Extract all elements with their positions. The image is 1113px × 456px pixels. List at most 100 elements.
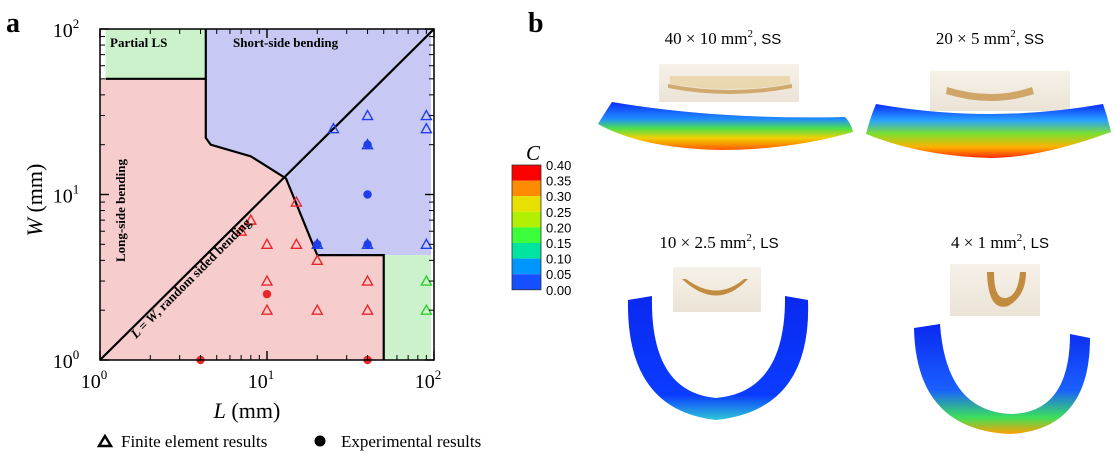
colorbar-swatch-2 [512, 196, 541, 212]
caption-4x1-main: 4 × 1 mm [951, 233, 1017, 252]
exp-marker-6 [363, 240, 372, 249]
exp-marker-5 [313, 240, 322, 249]
caption-10x2.5-suffix: , LS [752, 235, 779, 252]
colorbar-label-2: 0.30 [546, 189, 571, 204]
sim-panel-40x10: 40 × 10 mm2, SS [598, 28, 853, 150]
fe-marker-5 [311, 253, 324, 266]
caption-20x5-main: 20 × 5 mm [936, 29, 1010, 48]
caption-4x1-sup: 2 [1017, 232, 1023, 244]
caption-40x10-main: 40 × 10 mm [665, 29, 748, 48]
caption-20x5-sup: 2 [1010, 28, 1016, 40]
legend-triangle-icon [96, 433, 114, 448]
y-axis-label: W (mm) [22, 164, 47, 237]
caption-40x10-sup: 2 [747, 28, 753, 40]
boundary-line-1 [99, 28, 435, 361]
exp-marker-3 [363, 190, 372, 199]
photo-10x2.5-sample [682, 279, 748, 296]
region-label-short-side: Short-side bending [233, 35, 339, 50]
caption-4x1: 4 × 1 mm2, LS [951, 232, 1049, 252]
photo-20x5-sample [946, 87, 1034, 101]
fe-marker-17 [420, 122, 433, 134]
sim-20x5-shape [866, 104, 1111, 158]
boundary-line-0 [204, 29, 385, 360]
x-tick-label-2: 102 [415, 367, 442, 393]
caption-40x10: 40 × 10 mm2, SS [665, 28, 782, 48]
caption-20x5-suffix: , SS [1016, 31, 1044, 48]
photo-40x10-sample-top [670, 76, 790, 89]
x-tick-exp: 2 [435, 367, 442, 382]
x-axis-unit: (mm) [226, 398, 280, 423]
fe-marker-9 [361, 274, 374, 286]
photo-4x1-sample [987, 272, 1026, 307]
y-axis-unit: (mm) [22, 164, 47, 218]
sim-40x10-shape [598, 102, 853, 150]
y-tick-label-2: 102 [53, 16, 80, 42]
colorbar-swatch-6 [512, 258, 541, 275]
legend-fe-label: Finite element results [121, 432, 267, 451]
y-tick-exp: 0 [73, 347, 80, 362]
colorbar-title: C [526, 141, 541, 165]
colorbar-label-6: 0.10 [546, 252, 571, 267]
fe-marker-12 [327, 122, 340, 134]
region-3 [100, 78, 287, 360]
y-tick-exp: 2 [73, 16, 80, 31]
region-boundaries [99, 28, 435, 361]
fe-marker-13 [361, 109, 374, 121]
sim-4x1-shape [914, 324, 1090, 434]
exp-marker-1 [262, 289, 272, 299]
x-tick-exp: 0 [101, 367, 108, 382]
exp-marker-4 [363, 140, 372, 149]
caption-10x2.5-sup: 2 [746, 232, 752, 244]
x-tick-label-1: 101 [248, 367, 275, 393]
fe-marker-16 [420, 109, 433, 121]
panel-b-label: b [528, 8, 544, 39]
sim-panel-4x1: 4 × 1 mm2, LS [914, 232, 1090, 434]
sim-panel-20x5: 20 × 5 mm2, SS [866, 28, 1111, 158]
fe-marker-8 [311, 303, 324, 315]
colorbar-label-4: 0.20 [546, 220, 571, 235]
colorbar-swatches: 0.400.350.300.250.200.150.100.050.00 [511, 158, 571, 298]
colorbar-swatch-1 [512, 180, 541, 197]
x-axis-var: L [213, 398, 226, 423]
colorbar-swatch-3 [512, 211, 541, 228]
y-tick-label-1: 101 [53, 182, 80, 208]
photo-40x10-sample [668, 84, 792, 94]
colorbar-swatch-0 [512, 165, 541, 181]
region-1 [205, 29, 432, 179]
colorbar-swatch-4 [512, 227, 541, 243]
region-0 [105, 29, 206, 79]
fe-marker-2 [260, 237, 274, 250]
colorbar-swatch-5 [512, 243, 541, 259]
caption-4x1-suffix: , LS [1022, 235, 1049, 252]
fe-marker-0 [234, 224, 248, 236]
colorbar-frame [511, 164, 542, 291]
fe-marker-19 [420, 274, 433, 286]
fe-marker-7 [260, 303, 274, 315]
region-5 [383, 255, 432, 360]
photo-10x2.5 [673, 267, 761, 312]
fe-marker-1 [244, 213, 258, 225]
data-markers [196, 109, 433, 365]
colorbar-label-1: 0.35 [546, 174, 571, 189]
region-label-partial-ls: Partial LS [110, 35, 167, 50]
legend: Finite element results Experimental resu… [96, 432, 481, 451]
fe-marker-4 [290, 195, 303, 207]
panel-a-label: a [6, 8, 20, 39]
colorbar-label-5: 0.15 [546, 236, 571, 251]
caption-10x2.5-main: 10 × 2.5 mm [659, 233, 746, 252]
legend-exp-label: Experimental results [341, 432, 481, 451]
fe-marker-18 [420, 237, 433, 250]
region-2 [286, 29, 432, 256]
fe-marker-20 [420, 303, 433, 315]
sim-10x2.5-shape [627, 296, 809, 420]
caption-10x2.5: 10 × 2.5 mm2, LS [659, 232, 778, 252]
caption-20x5: 20 × 5 mm2, SS [936, 28, 1044, 48]
y-axis-var: W [22, 216, 47, 236]
colorbar-label-3: 0.25 [546, 205, 571, 220]
colorbar-swatch-7 [512, 274, 541, 290]
x-tick-label-0: 100 [81, 367, 108, 393]
fe-marker-6 [260, 274, 274, 286]
fe-marker-10 [361, 303, 374, 315]
legend-circle-icon [314, 435, 326, 447]
